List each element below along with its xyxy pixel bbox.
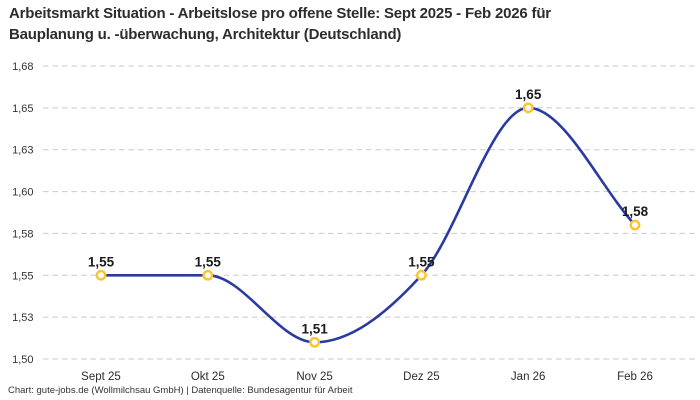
data-point-marker <box>309 336 320 348</box>
y-tick-label: 1,58 <box>12 228 33 240</box>
x-tick-label: Jan 26 <box>511 371 546 383</box>
chart-title: Arbeitsmarkt Situation - Arbeitslose pro… <box>9 5 551 43</box>
data-point-label: 1,55 <box>195 254 222 269</box>
series-line <box>99 106 637 344</box>
data-point-label: 1,55 <box>408 254 435 269</box>
y-tick-label: 1,68 <box>12 61 33 73</box>
y-tick-label: 1,65 <box>12 103 33 115</box>
line-chart-canvas: 1,50 1,53 1,55 1,58 1,60 1,63 1,65 1,68 Sept 25 O… <box>12 61 697 383</box>
x-tick-label: Sept 25 <box>81 371 121 383</box>
data-point-label: 1,55 <box>88 254 115 269</box>
data-point-marker <box>522 102 534 114</box>
data-point-marker <box>629 219 641 231</box>
data-point-label: 1,58 <box>622 204 649 219</box>
data-point-marker <box>415 269 427 281</box>
y-tick-label: 1,55 <box>12 270 33 282</box>
chart-source-caption: Chart: gute-jobs.de (Wollmilchsau GmbH) … <box>8 385 353 396</box>
data-point-marker <box>202 269 214 281</box>
data-point-label: 1,65 <box>515 87 542 102</box>
data-point-marker <box>95 269 107 281</box>
data-point-label: 1,51 <box>301 321 328 336</box>
y-tick-label: 1,60 <box>12 187 33 199</box>
x-tick-label: Nov 25 <box>296 371 332 383</box>
x-tick-label: Feb 26 <box>617 371 653 383</box>
y-tick-label: 1,53 <box>12 312 33 324</box>
x-tick-label: Okt 25 <box>191 371 225 383</box>
x-tick-label: Dez 25 <box>403 371 439 383</box>
y-tick-label: 1,63 <box>12 145 33 157</box>
y-tick-label: 1,50 <box>12 354 33 366</box>
